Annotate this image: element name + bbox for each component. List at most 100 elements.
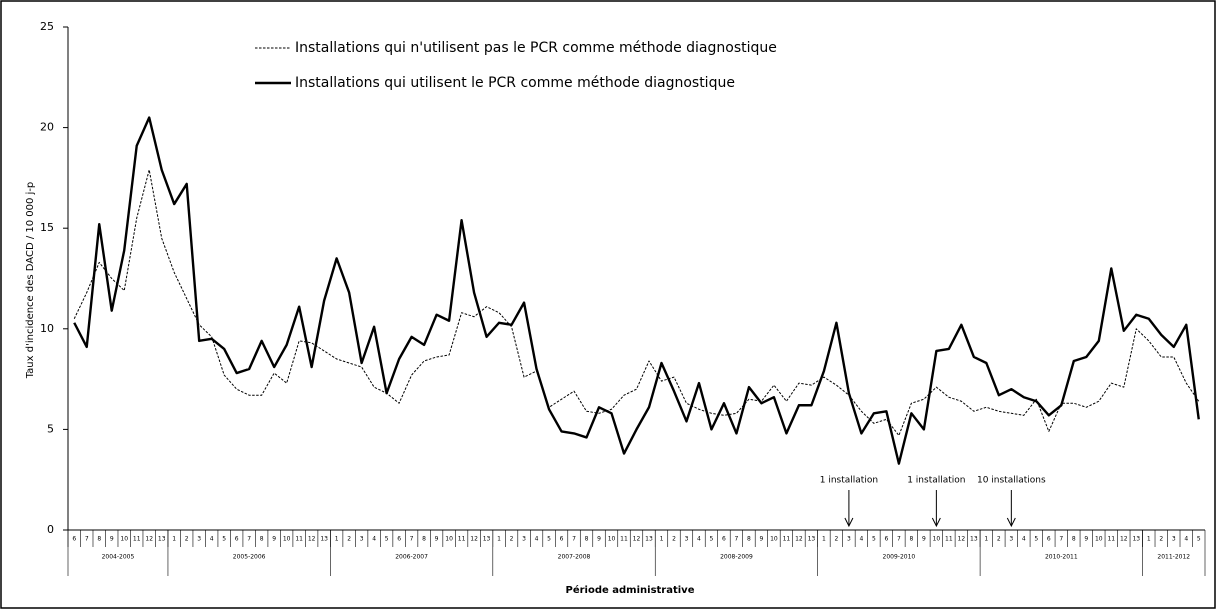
x-tick-label: 12 [795, 536, 803, 543]
x-tick-label: 9 [760, 536, 764, 543]
x-tick-label: 13 [808, 536, 816, 543]
annotation: 1 installation [820, 476, 878, 486]
x-tick-label: 3 [197, 536, 201, 543]
x-axis-label: Période administrative [566, 584, 695, 596]
x-tick-label: 1 [335, 536, 339, 543]
x-tick-label: 12 [145, 536, 153, 543]
group-label: 2010-2011 [1045, 554, 1078, 561]
x-tick-label: 6 [397, 536, 401, 543]
x-tick-label: 1 [984, 536, 988, 543]
x-tick-label: 6 [560, 536, 564, 543]
x-tick-label: 2 [347, 536, 351, 543]
x-tick-label: 1 [497, 536, 501, 543]
x-tick-label: 3 [847, 536, 851, 543]
x-tick-label: 5 [872, 536, 876, 543]
x-tick-label: 5 [1034, 536, 1038, 543]
x-tick-label: 2 [672, 536, 676, 543]
annotation: 1 installation [907, 476, 965, 486]
y-tick-label: 25 [40, 20, 54, 33]
y-tick-label: 5 [47, 422, 54, 435]
x-tick-label: 8 [585, 536, 589, 543]
x-tick-label: 3 [685, 536, 689, 543]
x-tick-label: 6 [1047, 536, 1051, 543]
x-tick-label: 7 [1059, 536, 1063, 543]
group-label: 2009-2010 [883, 554, 916, 561]
x-tick-label: 7 [897, 536, 901, 543]
x-tick-label: 1 [1147, 536, 1151, 543]
x-tick-label: 11 [295, 536, 303, 543]
x-tick-label: 11 [133, 536, 141, 543]
x-tick-label: 11 [1107, 536, 1115, 543]
y-axis-label: Taux d'incidence des DACD / 10 000 j-p [25, 182, 36, 380]
x-tick-label: 10 [445, 536, 453, 543]
x-tick-label: 7 [735, 536, 739, 543]
x-tick-label: 8 [260, 536, 264, 543]
x-tick-label: 2 [185, 536, 189, 543]
x-tick-label: 13 [320, 536, 328, 543]
x-tick-label: 12 [958, 536, 966, 543]
x-tick-label: 13 [645, 536, 653, 543]
x-tick-label: 12 [633, 536, 641, 543]
x-tick-label: 13 [158, 536, 166, 543]
x-tick-label: 7 [247, 536, 251, 543]
x-tick-label: 4 [1184, 536, 1188, 543]
x-tick-label: 8 [422, 536, 426, 543]
annotation-arrowhead [931, 517, 941, 528]
x-tick-label: 2 [1159, 536, 1163, 543]
x-tick-label: 7 [85, 536, 89, 543]
x-tick-label: 6 [72, 536, 76, 543]
x-tick-label: 5 [1197, 536, 1201, 543]
group-label: 2005-2006 [233, 554, 266, 561]
x-tick-label: 5 [710, 536, 714, 543]
x-tick-label: 1 [660, 536, 664, 543]
x-tick-label: 3 [1009, 536, 1013, 543]
group-label: 2007-2008 [558, 554, 591, 561]
series-line [73, 116, 1200, 465]
x-tick-label: 12 [308, 536, 316, 543]
x-tick-label: 11 [620, 536, 628, 543]
x-tick-label: 2 [997, 536, 1001, 543]
x-tick-label: 13 [970, 536, 978, 543]
group-label: 2008-2009 [720, 554, 753, 561]
x-tick-label: 2 [834, 536, 838, 543]
x-tick-label: 9 [110, 536, 114, 543]
x-tick-label: 3 [1172, 536, 1176, 543]
x-tick-label: 6 [722, 536, 726, 543]
y-tick-label: 0 [47, 523, 54, 536]
x-tick-label: 9 [922, 536, 926, 543]
x-tick-label: 1 [822, 536, 826, 543]
x-tick-label: 6 [884, 536, 888, 543]
x-tick-label: 12 [1120, 536, 1128, 543]
series-line [73, 169, 1200, 436]
legend-label: Installations qui n'utilisent pas le PCR… [295, 40, 777, 56]
x-tick-label: 7 [572, 536, 576, 543]
x-tick-label: 4 [372, 536, 376, 543]
x-tick-label: 9 [1084, 536, 1088, 543]
x-tick-label: 11 [945, 536, 953, 543]
annotation: 10 installations [977, 476, 1046, 486]
x-tick-label: 11 [783, 536, 791, 543]
x-tick-label: 6 [235, 536, 239, 543]
x-tick-label: 8 [747, 536, 751, 543]
group-label: 2006-2007 [395, 554, 428, 561]
group-label: 2011-2012 [1157, 554, 1190, 561]
x-tick-label: 10 [283, 536, 291, 543]
x-tick-label: 5 [222, 536, 226, 543]
x-tick-label: 13 [1132, 536, 1140, 543]
y-tick-label: 20 [40, 121, 54, 134]
x-tick-label: 13 [483, 536, 491, 543]
x-tick-label: 5 [385, 536, 389, 543]
legend-label: Installations qui utilisent le PCR comme… [295, 75, 735, 91]
x-tick-label: 10 [770, 536, 778, 543]
x-tick-label: 3 [522, 536, 526, 543]
x-tick-label: 4 [697, 536, 701, 543]
annotation-arrowhead [1006, 517, 1016, 528]
x-tick-label: 10 [933, 536, 941, 543]
x-tick-label: 4 [535, 536, 539, 543]
x-tick-label: 9 [272, 536, 276, 543]
x-tick-label: 4 [859, 536, 863, 543]
x-tick-label: 1 [172, 536, 176, 543]
x-tick-label: 10 [608, 536, 616, 543]
